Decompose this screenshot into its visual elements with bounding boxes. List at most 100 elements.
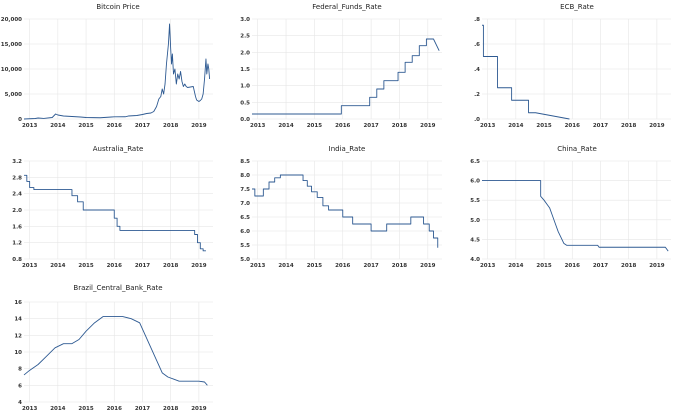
x-tick-label: 2014	[50, 123, 65, 129]
y-tick-label: 7.5	[240, 187, 250, 193]
x-tick-label: 2013	[250, 123, 265, 129]
y-tick-label: 2.4	[12, 192, 22, 198]
chart-title: China_Rate	[557, 145, 597, 153]
x-tick-label: 2016	[335, 263, 350, 269]
y-tick-label: 15,000	[1, 42, 22, 48]
x-tick-label: 2019	[420, 123, 435, 129]
x-tick-label: 2015	[78, 263, 93, 269]
chart-panel-2: Federal_Funds_Rate 0.0 0.5 1.0 1.5 2.0 2.5 3.0 2…	[240, 3, 442, 129]
x-tick-label: 2014	[278, 263, 293, 269]
x-tick-label: 2017	[135, 123, 150, 129]
y-tick-label: 0.5	[240, 100, 250, 106]
y-tick-label: 1.2	[12, 241, 22, 247]
x-tick-label: 2019	[649, 123, 664, 129]
y-tick-label: 3.0	[240, 17, 250, 23]
y-tick-label: 2.0	[12, 208, 22, 214]
x-tick-label: 2019	[420, 263, 435, 269]
y-tick-label: 2.8	[12, 175, 22, 181]
x-tick-label: 2013	[22, 406, 37, 410]
y-tick-label: 1.5	[240, 67, 250, 73]
x-tick-label: 2017	[135, 263, 150, 269]
chart-title: India_Rate	[329, 145, 366, 153]
x-tick-label: 2018	[392, 123, 407, 129]
y-tick-label: 5.5	[470, 198, 480, 204]
x-tick-label: 2014	[50, 263, 65, 269]
y-tick-label: 10	[14, 350, 22, 356]
x-tick-label: 2014	[50, 406, 65, 410]
y-tick-label: 8	[18, 367, 22, 373]
x-tick-label: 2018	[163, 123, 178, 129]
chart-panel-4: Australia_Rate 0.8 1.2 1.6 2.0 2.4 2.8 3.2 2013 2…	[12, 145, 213, 269]
series-line	[23, 23, 211, 120]
y-tick-label: 2.0	[240, 50, 250, 56]
chart-title: ECB_Rate	[560, 3, 594, 11]
x-tick-label: 2013	[22, 123, 37, 129]
x-tick-label: 2015	[307, 263, 322, 269]
x-tick-label: 2013	[480, 123, 495, 129]
y-tick-label: 1.6	[12, 224, 22, 230]
x-tick-label: 2015	[536, 263, 551, 269]
y-tick-label: 2.5	[240, 34, 250, 40]
x-tick-label: 2016	[565, 263, 580, 269]
series-line	[252, 38, 440, 115]
x-tick-label: 2014	[508, 123, 523, 129]
x-tick-label: 2019	[649, 263, 664, 269]
y-tick-label: 0.0	[240, 117, 250, 123]
series-line	[482, 180, 669, 252]
x-tick-label: 2018	[621, 123, 636, 129]
chart-panel-1: Bitcoin Price 0 5,000 10,000 15,000 20,000 201…	[1, 3, 213, 129]
y-tick-label: .8	[474, 17, 480, 23]
series-line	[482, 24, 570, 120]
y-tick-label: 3.2	[12, 159, 22, 165]
y-tick-label: 12	[14, 333, 22, 339]
x-tick-label: 2018	[163, 263, 178, 269]
series-line	[252, 174, 439, 248]
y-tick-label: 7.0	[240, 201, 250, 207]
y-tick-label: 6.0	[240, 229, 250, 235]
x-tick-label: 2015	[78, 123, 93, 129]
y-tick-label: 16	[14, 300, 22, 306]
y-tick-label: 5,000	[5, 92, 23, 98]
series-line	[23, 316, 208, 386]
y-tick-label: 4.0	[470, 257, 480, 263]
y-tick-label: 20,000	[1, 17, 22, 23]
y-tick-label: 8.0	[240, 173, 250, 179]
y-tick-label: 0	[18, 117, 22, 123]
x-tick-label: 2019	[191, 406, 206, 410]
x-tick-label: 2016	[335, 123, 350, 129]
chart-panel-7: Brazil_Central_Bank_Rate 4 6 8 10 12 14 16 2013 2…	[14, 284, 213, 410]
x-tick-label: 2017	[363, 263, 378, 269]
x-tick-label: 2015	[307, 123, 322, 129]
x-tick-label: 2016	[565, 123, 580, 129]
x-tick-label: 2017	[593, 263, 608, 269]
y-tick-label: .2	[474, 92, 480, 98]
y-tick-label: 5.0	[240, 257, 250, 263]
x-tick-label: 2013	[480, 263, 495, 269]
y-tick-label: 6	[18, 383, 22, 389]
series-line	[24, 174, 206, 252]
y-tick-label: 5.5	[240, 243, 250, 249]
x-tick-label: 2018	[392, 263, 407, 269]
x-tick-label: 2019	[191, 263, 206, 269]
x-tick-label: 2018	[621, 263, 636, 269]
y-tick-label: 10,000	[1, 67, 22, 73]
x-tick-label: 2019	[191, 123, 206, 129]
x-tick-label: 2016	[107, 406, 122, 410]
chart-title: Federal_Funds_Rate	[312, 3, 381, 11]
y-tick-label: 1.0	[240, 84, 250, 90]
chart-title: Australia_Rate	[93, 145, 144, 153]
y-tick-label: 6.0	[470, 179, 480, 185]
chart-title: Bitcoin Price	[96, 3, 139, 11]
y-tick-label: 14	[14, 317, 22, 323]
x-tick-label: 2018	[163, 406, 178, 410]
chart-panel-6: China_Rate 4.0 4.5 5.0 5.5 6.0 6.5 2013 2014 2015…	[470, 145, 671, 269]
x-tick-label: 2013	[250, 263, 265, 269]
y-tick-label: 5.0	[470, 218, 480, 224]
x-tick-label: 2014	[278, 123, 293, 129]
x-tick-label: 2017	[363, 123, 378, 129]
chart-title: Brazil_Central_Bank_Rate	[73, 284, 162, 292]
y-tick-label: 0.8	[12, 257, 22, 263]
x-tick-label: 2017	[593, 123, 608, 129]
y-tick-label: .6	[474, 42, 480, 48]
